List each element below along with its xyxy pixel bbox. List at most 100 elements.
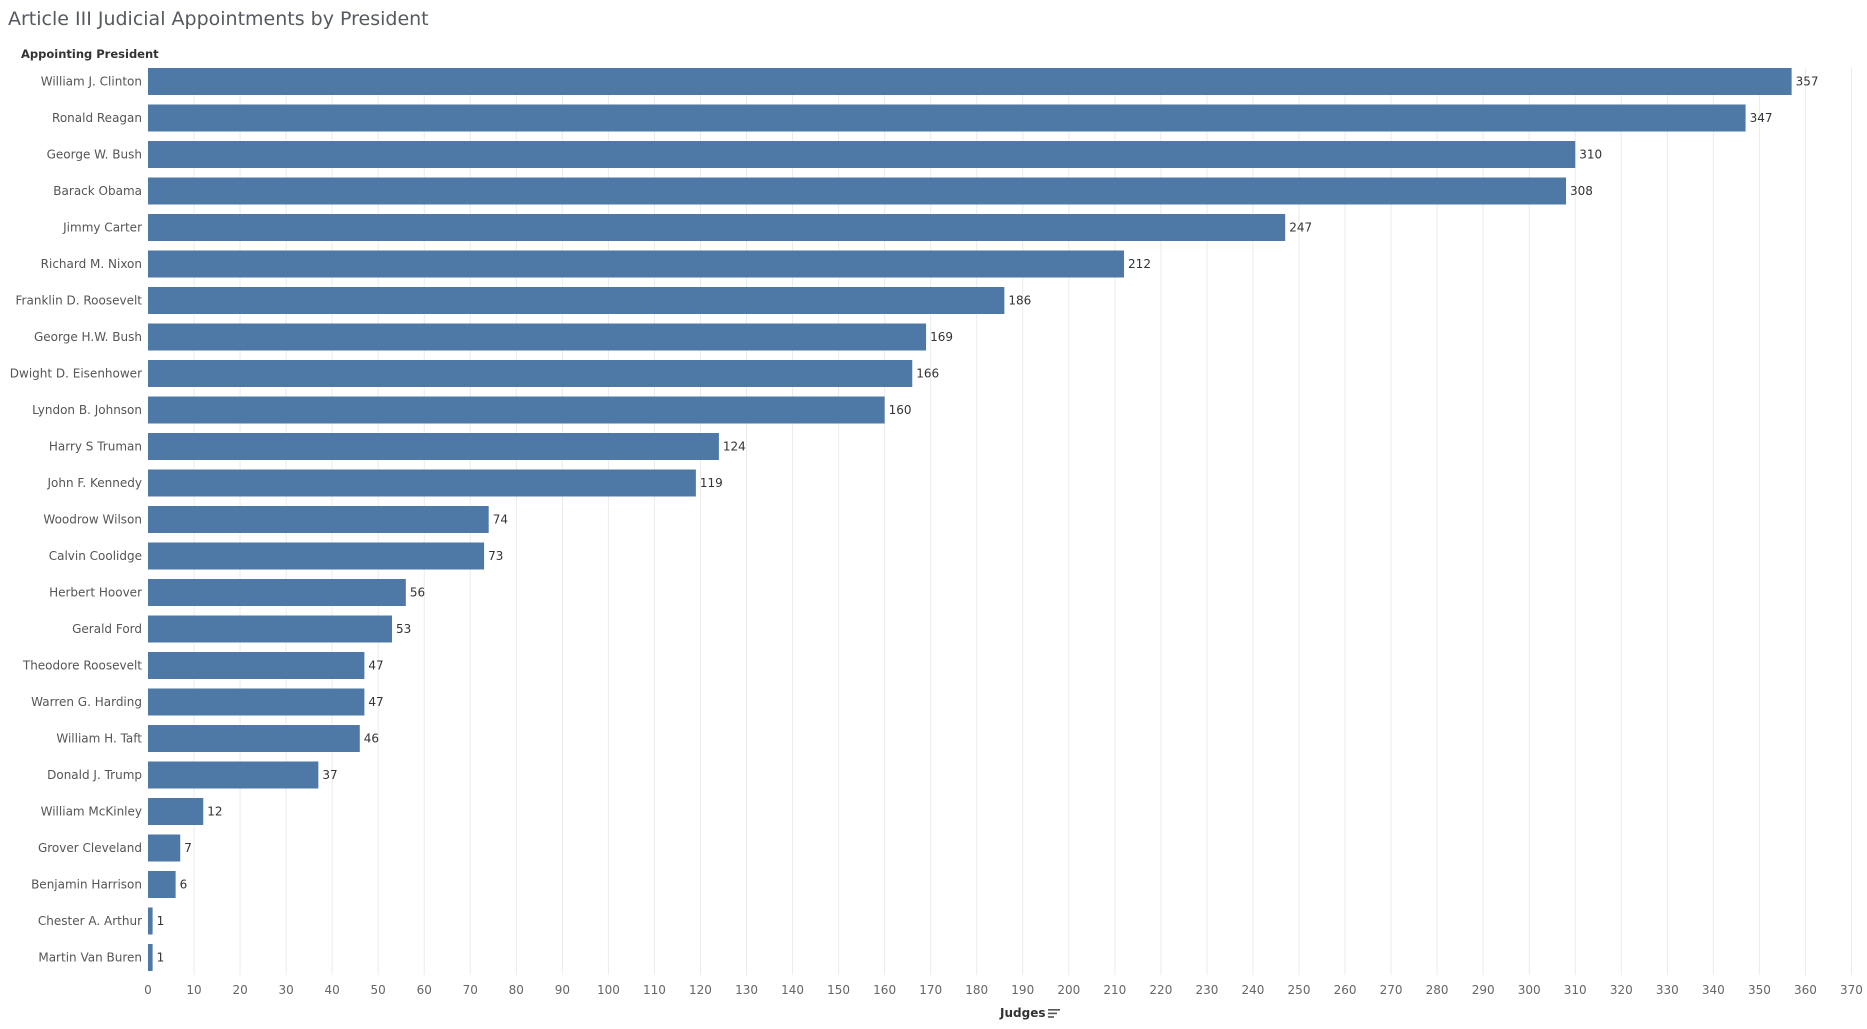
category-label: Chester A. Arthur (38, 914, 142, 928)
bar[interactable] (148, 761, 319, 789)
category-label: Dwight D. Eisenhower (10, 367, 142, 381)
sort-descending-icon[interactable] (1048, 1008, 1060, 1019)
x-tick-label: 20 (232, 983, 247, 997)
x-tick-label: 40 (325, 983, 340, 997)
category-label: Barack Obama (53, 184, 142, 198)
x-tick-label: 370 (1840, 983, 1863, 997)
x-tick-label: 150 (827, 983, 850, 997)
category-label: William H. Taft (56, 732, 142, 746)
category-label: George H.W. Bush (34, 330, 142, 344)
x-tick-label: 190 (1011, 983, 1034, 997)
value-label: 37 (322, 768, 337, 782)
x-tick-label: 10 (186, 983, 201, 997)
value-label: 47 (368, 659, 383, 673)
x-tick-label: 270 (1380, 983, 1403, 997)
bar[interactable] (148, 360, 913, 387)
bar[interactable] (148, 579, 406, 606)
x-tick-label: 140 (781, 983, 804, 997)
value-label: 310 (1579, 148, 1602, 162)
category-label: Richard M. Nixon (41, 257, 142, 271)
bar[interactable] (148, 652, 365, 679)
x-axis-ticks: 0 10 20 30 40 50 60 70 80 90 100 110 120 130 140 150 160… (144, 983, 1863, 997)
x-tick-label: 30 (278, 983, 293, 997)
value-label: 46 (364, 732, 379, 746)
category-label: Franklin D. Roosevelt (16, 294, 143, 308)
x-tick-label: 160 (873, 983, 896, 997)
value-label: 357 (1796, 75, 1819, 89)
x-tick-label: 240 (1242, 983, 1265, 997)
value-label: 6 (180, 878, 188, 892)
bar[interactable] (148, 798, 204, 825)
category-label: William McKinley (41, 805, 142, 819)
value-labels: 3573473103082472121861691661601241197473… (157, 75, 1819, 965)
category-label: Herbert Hoover (49, 586, 142, 600)
bar[interactable] (148, 250, 1125, 278)
value-label: 212 (1128, 257, 1151, 271)
value-label: 74 (493, 513, 508, 527)
x-tick-label: 350 (1748, 983, 1771, 997)
x-tick-label: 280 (1426, 983, 1449, 997)
category-label: Donald J. Trump (47, 768, 142, 782)
bar[interactable] (148, 323, 927, 351)
x-tick-label: 210 (1103, 983, 1126, 997)
value-label: 186 (1008, 294, 1031, 308)
x-tick-label: 110 (643, 983, 666, 997)
bar[interactable] (148, 396, 885, 424)
bar[interactable] (148, 141, 1576, 168)
x-tick-label: 220 (1149, 983, 1172, 997)
x-tick-label: 70 (463, 983, 478, 997)
x-tick-label: 130 (735, 983, 758, 997)
bar[interactable] (148, 177, 1567, 205)
bar[interactable] (148, 725, 360, 752)
bar[interactable] (148, 433, 719, 460)
category-label: Martin Van Buren (38, 951, 142, 965)
value-label: 73 (488, 549, 503, 563)
x-tick-label: 250 (1288, 983, 1311, 997)
bar[interactable] (148, 688, 365, 716)
value-label: 166 (916, 367, 939, 381)
bar[interactable] (148, 68, 1792, 95)
bar[interactable] (148, 944, 153, 971)
category-label: Jimmy Carter (62, 221, 142, 235)
bar[interactable] (148, 615, 393, 643)
value-label: 308 (1570, 184, 1593, 198)
x-tick-label: 80 (509, 983, 524, 997)
x-tick-label: 330 (1656, 983, 1679, 997)
bar[interactable] (148, 287, 1005, 314)
category-label: Warren G. Harding (31, 695, 142, 709)
value-label: 347 (1750, 111, 1773, 125)
x-tick-label: 310 (1564, 983, 1587, 997)
x-tick-label: 260 (1334, 983, 1357, 997)
category-label: Theodore Roosevelt (22, 659, 142, 673)
x-axis-title[interactable]: Judges (1000, 1006, 1046, 1020)
x-tick-label: 180 (965, 983, 988, 997)
x-tick-label: 360 (1794, 983, 1817, 997)
x-tick-label: 90 (555, 983, 570, 997)
bar[interactable] (148, 506, 489, 533)
value-label: 1 (157, 951, 165, 965)
x-tick-label: 120 (689, 983, 712, 997)
bar[interactable] (148, 834, 181, 862)
category-label: Woodrow Wilson (43, 513, 142, 527)
bar[interactable] (148, 214, 1286, 241)
category-label: Benjamin Harrison (31, 878, 142, 892)
chart-title: Article III Judicial Appointments by Pre… (8, 8, 429, 30)
bar[interactable] (148, 871, 176, 898)
value-label: 47 (368, 695, 383, 709)
bar[interactable] (148, 104, 1746, 132)
x-tick-label: 170 (919, 983, 942, 997)
x-tick-label: 320 (1610, 983, 1633, 997)
category-label: Lyndon B. Johnson (32, 403, 142, 417)
value-label: 7 (184, 841, 192, 855)
bar[interactable] (148, 542, 485, 570)
category-label: Calvin Coolidge (49, 549, 142, 563)
row-axis-header: Appointing President (21, 47, 159, 61)
category-label: John F. Kennedy (47, 476, 142, 490)
value-label: 12 (207, 805, 222, 819)
bar[interactable] (148, 469, 696, 497)
category-label: George W. Bush (47, 148, 142, 162)
x-tick-label: 340 (1702, 983, 1725, 997)
bar[interactable] (148, 907, 153, 935)
x-tick-label: 0 (144, 983, 152, 997)
